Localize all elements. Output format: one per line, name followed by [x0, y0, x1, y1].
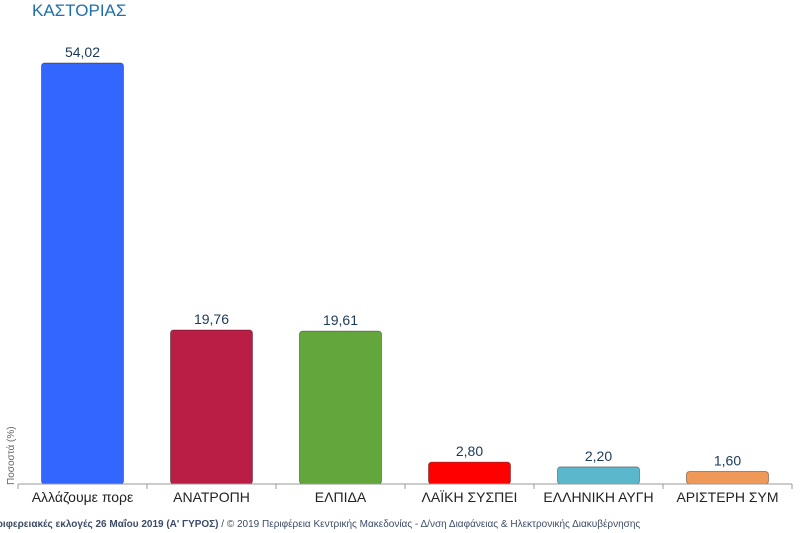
bar-value-label: 19,61 [323, 312, 358, 328]
category-label: ΛΑΪΚΗ ΣΥΣΠΕΙ [422, 489, 518, 505]
chart-title: ΚΑΣΤΟΡΙΑΣ [32, 1, 126, 20]
bar-value-label: 1,60 [714, 453, 741, 469]
bar-chart: ΚΑΣΤΟΡΙΑΣ Ποσοστά (%) 54,02 Αλλάζουμε πορ… [5, 1, 793, 505]
footer-copyright: / © 2019 Περιφέρεια Κεντρικής Μακεδονίας… [218, 519, 641, 530]
bar[interactable] [299, 330, 382, 485]
bar[interactable] [686, 471, 769, 485]
bar-value-label: 54,02 [65, 44, 100, 60]
chart-footer: εριφερειακές εκλογές 26 Μαΐου 2019 (Α' Γ… [0, 518, 800, 533]
footer-source: εριφερειακές εκλογές 26 Μαΐου 2019 (Α' Γ… [0, 519, 219, 530]
category-label: ΕΛΛΗΝΙΚΗ ΑΥΓΗ [543, 489, 653, 505]
bars-group: 54,02 Αλλάζουμε πορε 19,76 ΑΝΑΤΡΟΠΗ 19,61 ΕΛΠ… [32, 44, 779, 505]
category-label: Αλλάζουμε πορε [32, 489, 134, 505]
x-axis-ticks [17, 484, 793, 489]
bar[interactable] [557, 466, 640, 485]
category-label: ΕΛΠΙΔΑ [315, 489, 367, 505]
category-label: ΑΡΙΣΤΕΡΗ ΣΥΜ [676, 489, 778, 505]
bar[interactable] [170, 329, 253, 485]
y-axis-label: Ποσοστά (%) [5, 426, 17, 485]
bar-value-label: 19,76 [194, 311, 229, 327]
bar[interactable] [41, 62, 124, 485]
bar-value-label: 2,20 [585, 448, 612, 464]
bar-value-label: 2,80 [456, 443, 483, 459]
category-label: ΑΝΑΤΡΟΠΗ [173, 489, 250, 505]
bar[interactable] [428, 461, 511, 485]
